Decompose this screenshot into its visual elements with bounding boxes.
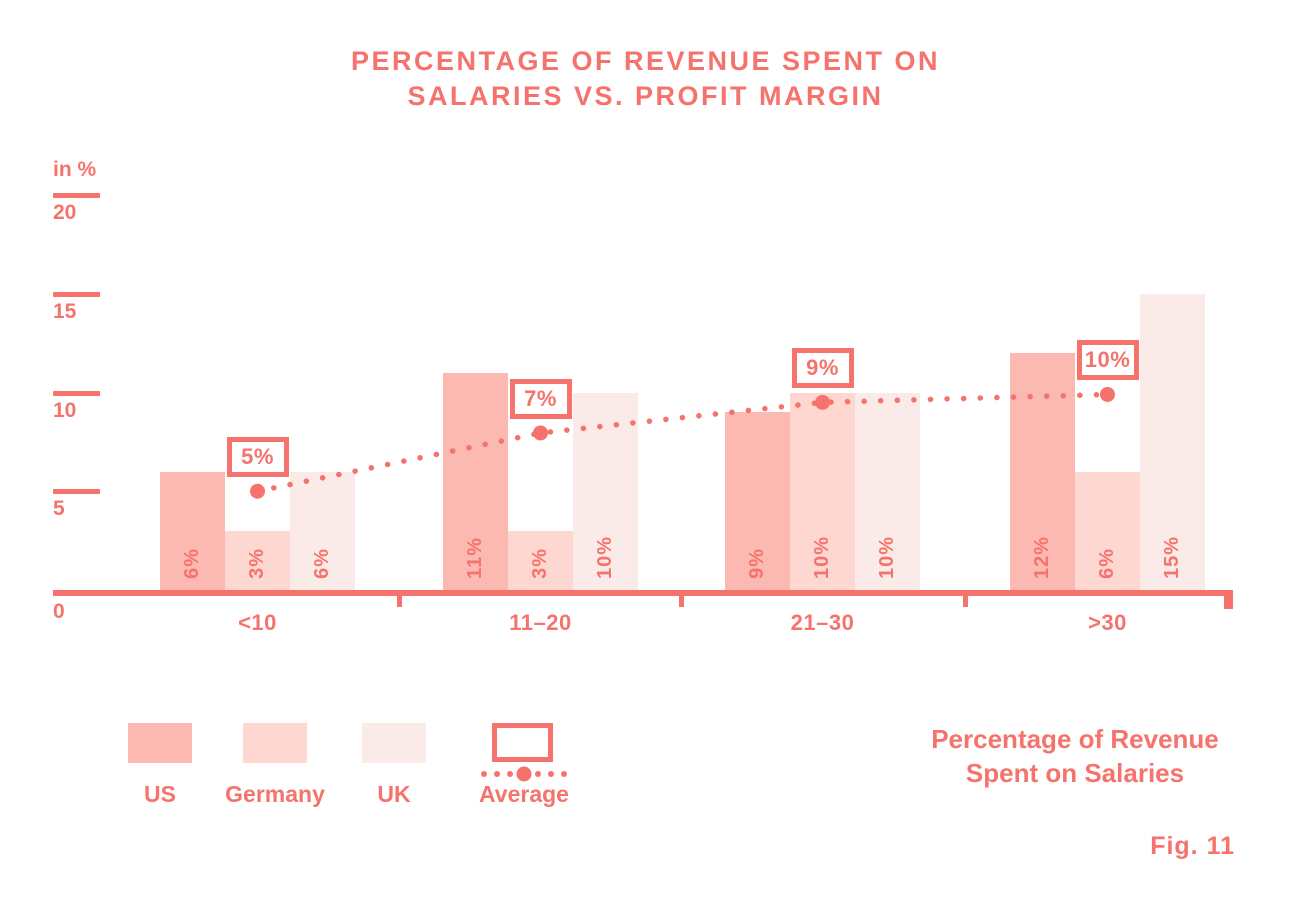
average-callout-3: 9% <box>791 348 854 389</box>
y-tick-label-15: 15 <box>53 299 77 323</box>
legend-swatch-germany <box>243 723 307 763</box>
category-label-2: 11–20 <box>509 610 572 635</box>
bar-value-label: 10% <box>594 535 616 579</box>
bar-value-label: 9% <box>746 548 768 579</box>
chart-title-line2: SALARIES VS. PROFIT MARGIN <box>407 81 884 111</box>
legend-swatch-uk <box>362 723 426 763</box>
bar-value-label: 6% <box>181 548 203 579</box>
legend-label-average: Average <box>479 781 569 807</box>
bar-value-label: 6% <box>311 548 333 579</box>
bar-value-label: 12% <box>1031 535 1053 579</box>
average-point-1 <box>250 483 265 499</box>
y-tick-mark-20 <box>53 193 100 198</box>
bar-uk-group2: 10% <box>573 392 638 590</box>
category-label-4: >30 <box>1088 610 1127 635</box>
legend-swatch-us <box>128 723 192 763</box>
legend-average-box-icon <box>492 723 553 762</box>
x-tick-mark-1 <box>396 596 402 607</box>
bar-uk-group3: 10% <box>855 392 920 590</box>
average-point-2 <box>533 425 548 441</box>
bar-value-label: 10% <box>811 535 833 579</box>
bar-us-group3: 9% <box>725 412 790 590</box>
y-tick-label-5: 5 <box>53 497 65 521</box>
y-tick-mark-15 <box>53 291 100 297</box>
bar-us-group1: 6% <box>160 471 225 590</box>
chart-title-line1: PERCENTAGE OF REVENUE SPENT ON <box>350 46 941 76</box>
bar-value-label: 15% <box>1161 535 1183 579</box>
x-axis-line <box>53 590 1233 596</box>
bar-germany-group4: 6% <box>1075 471 1140 590</box>
bar-uk-group4: 15% <box>1140 293 1205 590</box>
y-tick-label-10: 10 <box>53 398 77 422</box>
bar-value-label: 3% <box>529 548 551 579</box>
x-tick-mark-3 <box>962 596 968 607</box>
average-callout-1: 5% <box>226 437 289 478</box>
legend-label-germany: Germany <box>225 781 325 807</box>
bar-us-group4: 12% <box>1010 353 1075 590</box>
x-tick-mark-2 <box>679 596 684 607</box>
note-line1: Percentage of Revenue <box>931 724 1219 754</box>
bar-uk-group1: 6% <box>290 471 355 590</box>
y-tick-mark-10 <box>53 390 100 396</box>
legend-label-us: US <box>144 781 176 807</box>
bar-value-label: 3% <box>246 548 268 579</box>
axis-annotation-note: Percentage of Revenue Spent on Salaries <box>915 722 1235 790</box>
figure-number-label: Fig. 11 <box>1150 832 1235 860</box>
note-line2: Spent on Salaries <box>965 758 1185 788</box>
bar-value-label: 11% <box>464 537 486 579</box>
chart-title: PERCENTAGE OF REVENUE SPENT ON SALARIES … <box>0 44 1291 114</box>
average-line-dots <box>254 391 1111 494</box>
average-callout-4: 10% <box>1076 340 1139 381</box>
y-tick-label-0: 0 <box>53 600 65 623</box>
bar-us-group2: 11% <box>443 372 508 590</box>
bar-germany-group3: 10% <box>790 392 855 590</box>
category-label-3: 21–30 <box>790 610 855 635</box>
category-label-1: <10 <box>238 610 277 635</box>
average-point-4 <box>1100 386 1115 402</box>
average-callout-2: 7% <box>509 378 572 419</box>
y-axis-unit-label: in % <box>53 158 97 181</box>
bar-germany-group1: 3% <box>225 530 290 590</box>
bar-value-label: 6% <box>1096 548 1118 579</box>
legend-label-uk: UK <box>377 781 411 807</box>
bar-germany-group2: 3% <box>508 530 573 590</box>
y-tick-label-20: 20 <box>53 201 77 224</box>
bar-value-label: 10% <box>876 535 898 579</box>
y-tick-mark-5 <box>53 489 100 495</box>
x-axis-endcap <box>1224 590 1233 609</box>
